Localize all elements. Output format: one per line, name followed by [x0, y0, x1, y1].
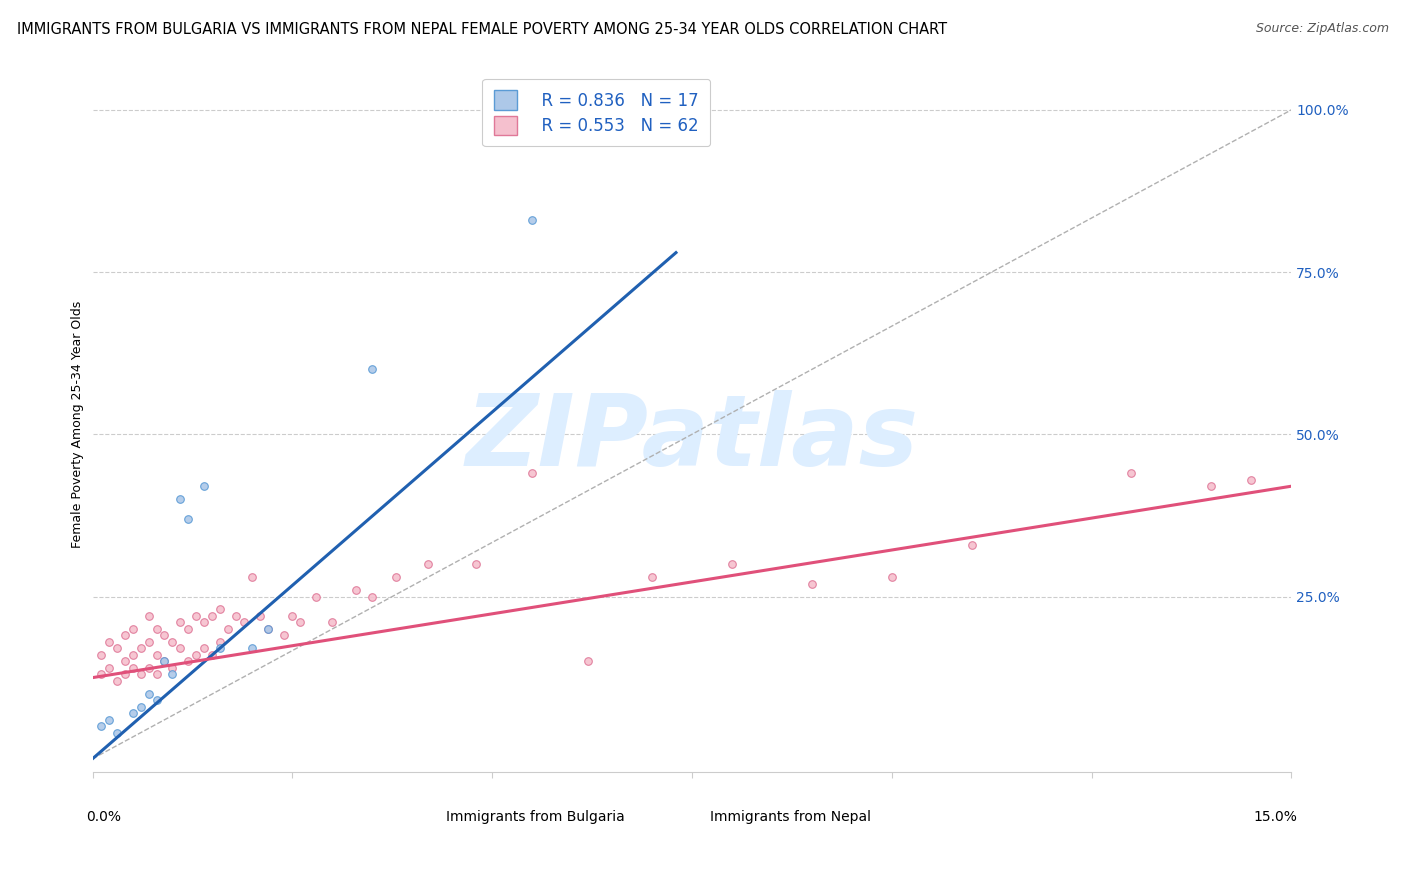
Point: [105, 725, 128, 739]
Point: [138, 609, 160, 624]
Point: [145, 622, 167, 636]
Point: [305, 590, 328, 604]
Point: [145, 667, 167, 681]
Point: [721, 557, 744, 571]
Point: [145, 693, 167, 707]
Point: [129, 667, 152, 681]
Point: [186, 609, 208, 624]
Point: [361, 362, 384, 376]
Point: [129, 641, 152, 656]
Text: Immigrants from Nepal: Immigrants from Nepal: [710, 810, 870, 824]
Point: [233, 615, 256, 630]
Point: [209, 641, 232, 656]
Point: [257, 622, 280, 636]
Point: [290, 615, 312, 630]
Point: [138, 635, 160, 649]
Point: [193, 615, 215, 630]
Point: [114, 654, 136, 668]
Point: [162, 635, 184, 649]
Point: [114, 667, 136, 681]
Point: [90, 648, 112, 662]
Point: [217, 622, 239, 636]
Point: [209, 635, 232, 649]
Text: 15.0%: 15.0%: [1254, 810, 1298, 824]
Point: [385, 570, 408, 584]
Point: [201, 648, 224, 662]
Point: [129, 699, 152, 714]
Point: [169, 492, 191, 507]
Point: [105, 673, 128, 688]
Text: ZIPatlas: ZIPatlas: [465, 390, 918, 487]
Point: [249, 609, 271, 624]
Text: IMMIGRANTS FROM BULGARIA VS IMMIGRANTS FROM NEPAL FEMALE POVERTY AMONG 25-34 YEA: IMMIGRANTS FROM BULGARIA VS IMMIGRANTS F…: [17, 22, 948, 37]
Point: [97, 635, 120, 649]
Point: [465, 557, 488, 571]
Point: [186, 648, 208, 662]
Point: [90, 667, 112, 681]
Point: [90, 719, 112, 733]
Point: [520, 467, 543, 481]
Point: [242, 570, 264, 584]
Point: [177, 654, 200, 668]
Point: [1121, 467, 1143, 481]
Point: [960, 538, 983, 552]
Point: [138, 661, 160, 675]
Point: [193, 641, 215, 656]
Y-axis label: Female Poverty Among 25-34 Year Olds: Female Poverty Among 25-34 Year Olds: [72, 301, 84, 549]
Point: [1201, 479, 1223, 493]
Point: [641, 570, 664, 584]
Point: [153, 628, 176, 642]
Point: [105, 641, 128, 656]
Point: [138, 687, 160, 701]
Point: [121, 622, 143, 636]
Point: [1240, 473, 1263, 487]
Point: [193, 479, 215, 493]
Point: [153, 654, 176, 668]
Text: Immigrants from Bulgaria: Immigrants from Bulgaria: [446, 810, 624, 824]
Point: [169, 615, 191, 630]
Point: [209, 602, 232, 616]
Point: [162, 667, 184, 681]
Point: [520, 213, 543, 227]
Point: [880, 570, 903, 584]
Point: [273, 628, 295, 642]
Point: [800, 576, 823, 591]
Point: [121, 648, 143, 662]
Point: [97, 661, 120, 675]
Point: [344, 582, 367, 597]
Point: [121, 706, 143, 721]
Legend:   R = 0.836   N = 17,   R = 0.553   N = 62: R = 0.836 N = 17, R = 0.553 N = 62: [482, 78, 710, 146]
Point: [145, 648, 167, 662]
Point: [225, 609, 247, 624]
Point: [169, 641, 191, 656]
Point: [153, 654, 176, 668]
Point: [257, 622, 280, 636]
Point: [321, 615, 343, 630]
Point: [281, 609, 304, 624]
Point: [121, 661, 143, 675]
Point: [418, 557, 440, 571]
Text: Source: ZipAtlas.com: Source: ZipAtlas.com: [1256, 22, 1389, 36]
Point: [177, 622, 200, 636]
Point: [576, 654, 599, 668]
Point: [201, 609, 224, 624]
Text: 0.0%: 0.0%: [87, 810, 121, 824]
Point: [97, 713, 120, 727]
Point: [177, 511, 200, 525]
Point: [162, 661, 184, 675]
Point: [242, 641, 264, 656]
Point: [114, 628, 136, 642]
Point: [361, 590, 384, 604]
